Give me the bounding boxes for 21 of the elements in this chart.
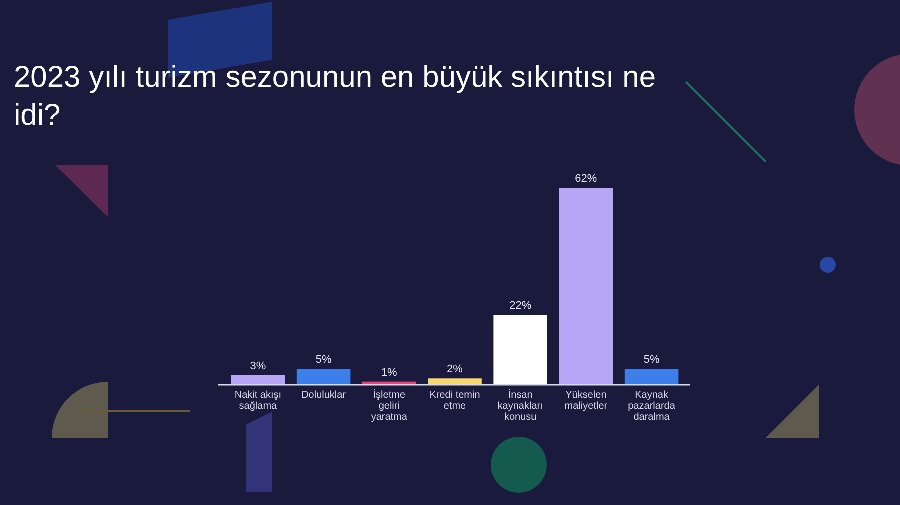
bar — [296, 369, 351, 385]
x-tick-label: Doluluklar — [302, 390, 347, 401]
x-tick-label: İşletme geliri yaratma — [371, 389, 408, 423]
bar — [428, 378, 482, 385]
x-tick-label: Kredi temin etme — [430, 390, 480, 412]
data-label: 3% — [250, 360, 266, 372]
x-tick-label: Yükselen maliyetler — [564, 390, 608, 412]
data-label: 1% — [381, 366, 398, 379]
data-label: 2% — [447, 364, 464, 376]
x-tick-label: Kaynak pazarlarda daralma — [628, 390, 676, 423]
bar — [624, 369, 679, 385]
data-label: 5% — [644, 354, 660, 366]
data-label: 5% — [316, 354, 332, 366]
bar — [231, 375, 286, 385]
x-tick-label: İnsan kaynakları konusu — [498, 389, 544, 423]
chart-title: 2023 yılı turizm sezonunun en büyük sıkıntısı ne idi? — [14, 61, 656, 132]
bar — [494, 315, 548, 385]
data-label: 62% — [575, 173, 598, 185]
x-tick-label: Nakit akışı sağlama — [234, 390, 282, 412]
data-label: 22% — [510, 300, 532, 312]
bar — [559, 188, 614, 385]
